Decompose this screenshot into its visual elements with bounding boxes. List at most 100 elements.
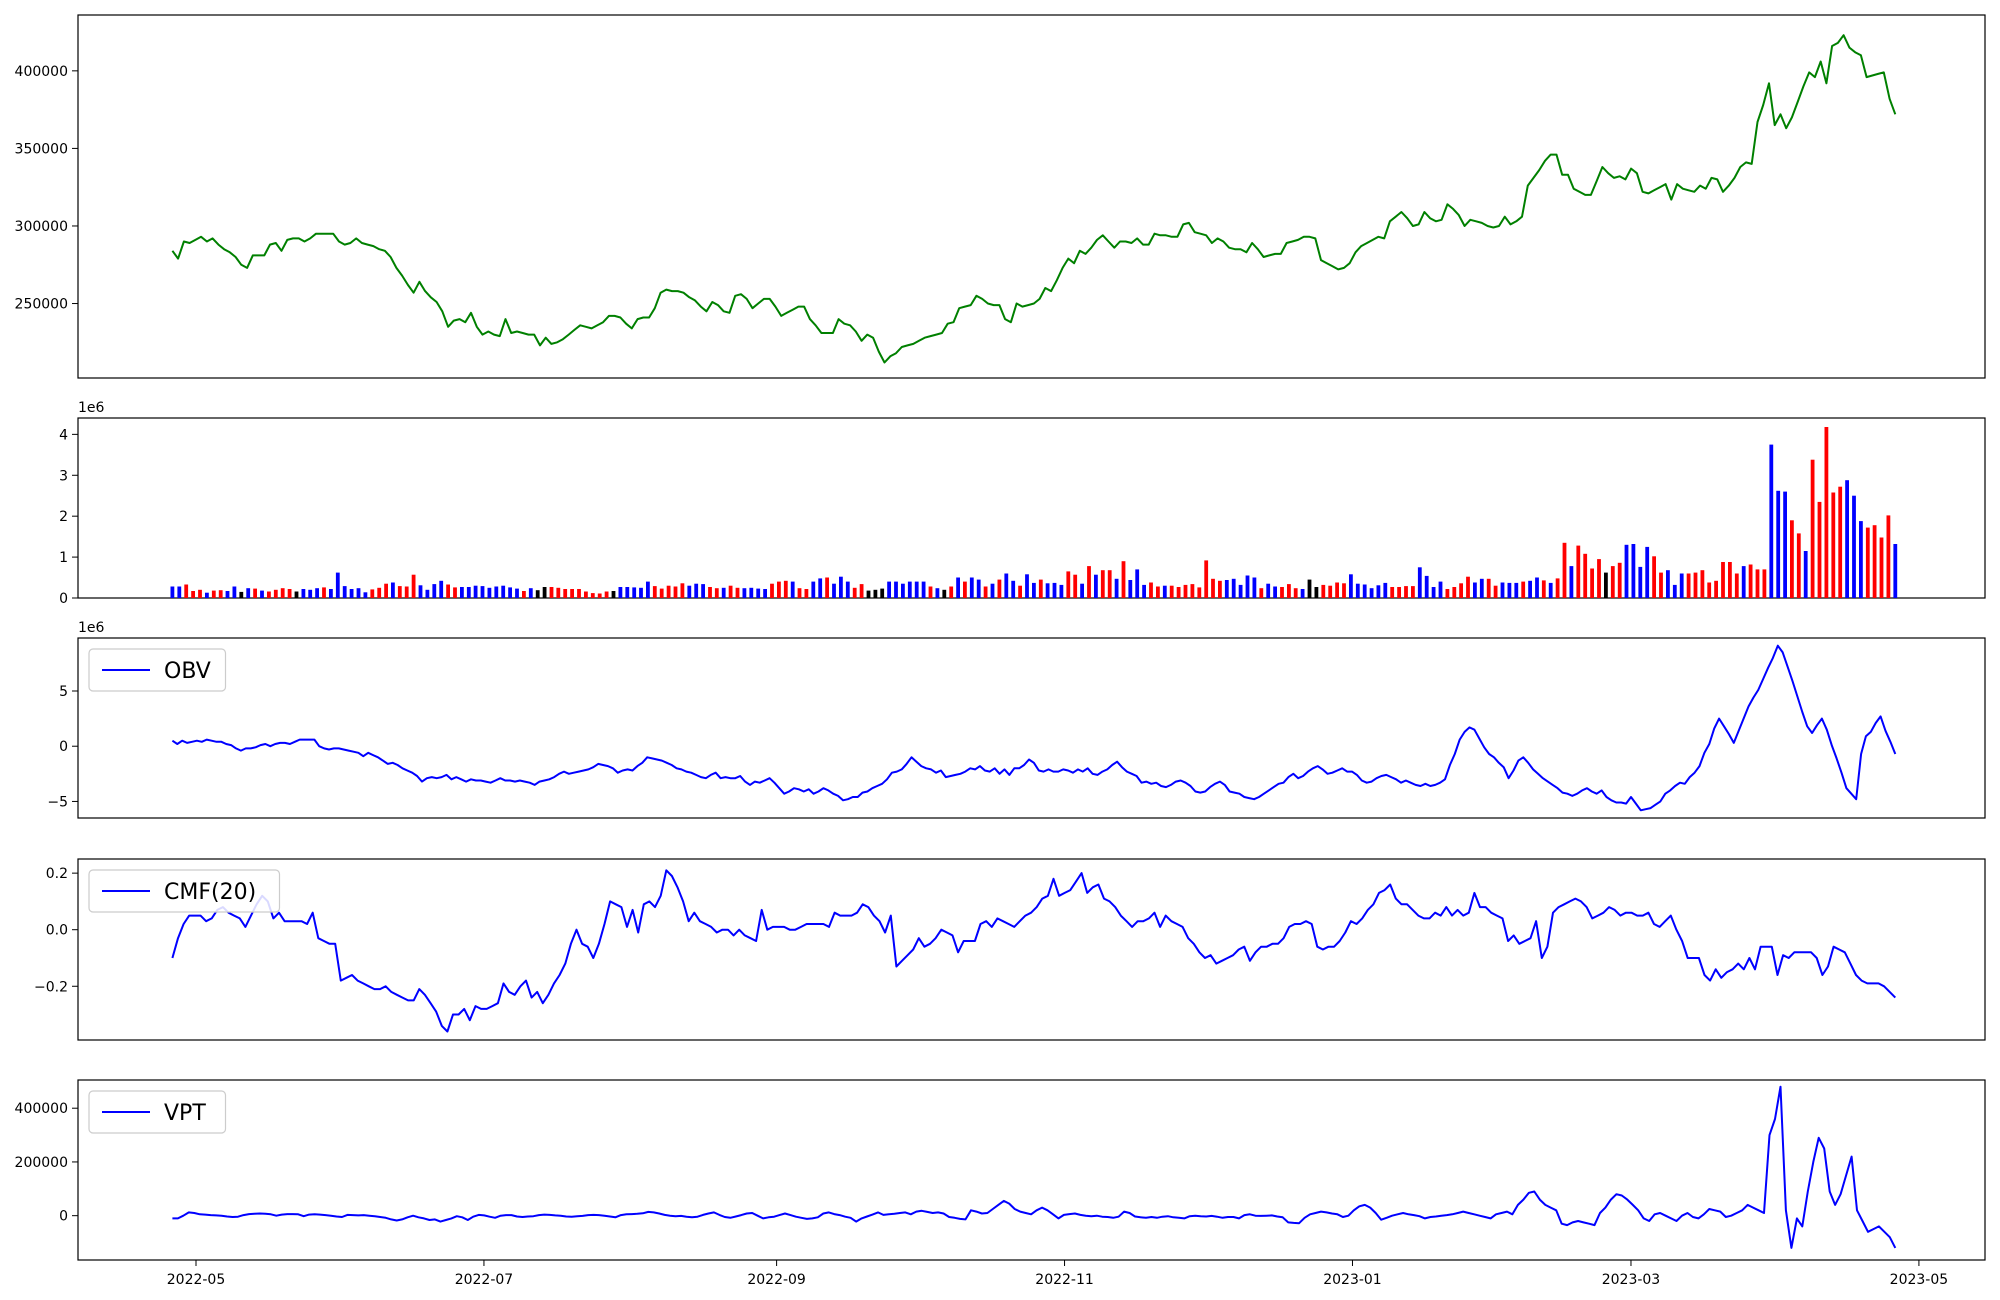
- volume-bar: [818, 578, 823, 598]
- volume-bar: [370, 589, 375, 598]
- volume-bar: [198, 589, 202, 598]
- volume-bar: [756, 588, 761, 598]
- volume-bar: [976, 579, 981, 598]
- volume-panel-frame: [77, 417, 1986, 599]
- x-tick-label: 2023-01: [1323, 1272, 1382, 1288]
- volume-bar: [487, 587, 492, 598]
- volume-bar: [749, 587, 754, 598]
- volume-bar: [907, 581, 912, 598]
- volume-bar: [625, 587, 630, 598]
- volume-bar: [322, 587, 326, 598]
- volume-bar: [377, 587, 382, 598]
- volume-bar: [1748, 564, 1753, 598]
- volume-bar: [763, 589, 767, 598]
- volume-bar: [832, 583, 836, 598]
- volume-bar: [1335, 582, 1339, 598]
- volume-bar: [1411, 586, 1415, 598]
- volume-bar: [1059, 584, 1064, 598]
- volume-bar: [508, 587, 512, 598]
- volume-bar: [1452, 587, 1457, 598]
- volume-bar: [239, 591, 244, 598]
- volume-bar: [1369, 588, 1374, 598]
- volume-bar: [1500, 582, 1505, 598]
- volume-bar: [1218, 580, 1222, 598]
- volume-bar: [673, 586, 678, 598]
- volume-bar: [1590, 568, 1594, 598]
- volume-bar: [1528, 580, 1532, 598]
- volume-bar: [1004, 573, 1009, 598]
- volume-ytick-label: 2: [59, 509, 68, 525]
- obv-line: [171, 644, 1897, 812]
- volume-bar: [1231, 578, 1236, 598]
- volume-bar: [1479, 578, 1484, 598]
- volume-bar: [1397, 587, 1401, 598]
- volume-bar: [949, 586, 954, 598]
- obv-offset-label: 1e6: [78, 620, 105, 636]
- volume-bar: [1314, 587, 1319, 598]
- volume-bar: [528, 588, 533, 598]
- volume-bar: [211, 590, 216, 598]
- vpt-panel-frame: [77, 1079, 1986, 1261]
- volume-bar: [1135, 569, 1140, 598]
- volume-bar: [184, 584, 189, 598]
- volume-bar: [1521, 581, 1526, 598]
- volume-bar: [1224, 580, 1229, 598]
- volume-bar: [687, 585, 692, 598]
- volume-bar: [1845, 480, 1849, 598]
- volume-bar: [404, 586, 409, 598]
- volume-bar: [708, 587, 712, 598]
- volume-bar: [1535, 577, 1539, 598]
- x-tick-label: 2022-09: [747, 1272, 806, 1288]
- volume-bar: [777, 581, 781, 598]
- volume-bar: [783, 580, 788, 598]
- volume-bar: [494, 586, 499, 598]
- volume-bar: [1162, 585, 1167, 598]
- volume-bar: [1321, 584, 1326, 598]
- volume-bar: [1686, 573, 1691, 598]
- volume-bar: [1355, 583, 1360, 598]
- cmf-legend-box: [88, 869, 281, 913]
- volume-bar: [1045, 583, 1050, 598]
- volume-bar: [267, 591, 271, 598]
- price-ytick-label: 300000: [15, 219, 68, 235]
- volume-bar: [1645, 546, 1650, 598]
- x-tick-label: 2023-05: [1890, 1272, 1949, 1288]
- volume-bar: [1018, 585, 1022, 598]
- price-ytick-label: 400000: [15, 64, 68, 80]
- volume-bar: [618, 587, 623, 598]
- volume-bar: [963, 581, 967, 598]
- volume-bar: [356, 588, 361, 598]
- volume-bar: [515, 588, 519, 598]
- volume-bar: [1169, 585, 1174, 598]
- volume-bar: [646, 581, 650, 598]
- volume-bar: [1307, 579, 1312, 598]
- volume-bar: [453, 587, 457, 598]
- volume-bar: [1486, 578, 1491, 598]
- volume-bar: [1576, 545, 1581, 598]
- volume-bar: [894, 581, 898, 598]
- volume-bar: [1803, 551, 1808, 598]
- volume-bar: [969, 577, 974, 598]
- vpt-legend-box: [88, 1090, 227, 1134]
- volume-bar: [1638, 566, 1643, 598]
- volume-bar: [1838, 486, 1843, 598]
- volume-bar: [804, 589, 809, 598]
- volume-bar: [1555, 578, 1560, 598]
- volume-bar: [845, 581, 850, 598]
- volume-bar: [1879, 537, 1884, 598]
- volume-bar: [1734, 573, 1739, 598]
- volume-bar: [1776, 490, 1781, 598]
- volume-bar: [1176, 587, 1181, 598]
- volume-bar: [1610, 566, 1615, 598]
- volume-bar: [1025, 574, 1029, 598]
- volume-bar: [1514, 582, 1519, 598]
- volume-bar: [632, 587, 637, 598]
- volume-bar: [1569, 566, 1574, 598]
- volume-bar: [1438, 581, 1443, 598]
- volume-bar: [866, 590, 871, 598]
- cmf-ytick-label: 0.0: [46, 923, 68, 939]
- volume-bar: [1273, 586, 1277, 598]
- volume-bar: [742, 588, 747, 598]
- volume-bar: [1810, 459, 1815, 598]
- volume-bar: [1817, 501, 1822, 598]
